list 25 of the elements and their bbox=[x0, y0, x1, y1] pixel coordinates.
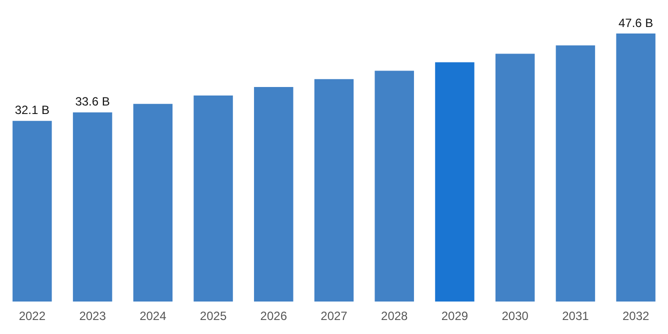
data-label: 33.6 B bbox=[75, 94, 110, 109]
bar bbox=[314, 79, 354, 302]
x-tick-label: 2027 bbox=[320, 309, 348, 324]
bar bbox=[495, 54, 535, 302]
bar bbox=[133, 104, 173, 302]
x-tick-label: 2032 bbox=[622, 309, 650, 324]
bar bbox=[72, 112, 112, 302]
x-tick-label: 2024 bbox=[140, 309, 167, 324]
bar bbox=[616, 34, 656, 302]
data-label: 32.1 B bbox=[14, 103, 50, 118]
bar bbox=[254, 87, 294, 302]
x-tick-label: 2029 bbox=[441, 309, 468, 324]
data-label: 47.6 B bbox=[618, 16, 654, 30]
x-tick-label: 2023 bbox=[79, 309, 106, 324]
x-tick-label: 2025 bbox=[200, 309, 227, 324]
x-tick-label: 2030 bbox=[502, 309, 529, 324]
x-tick-label: 2028 bbox=[381, 309, 408, 324]
bar bbox=[556, 45, 596, 302]
bar bbox=[374, 70, 414, 302]
x-tick-label: 2031 bbox=[562, 309, 590, 324]
bar bbox=[435, 62, 474, 302]
bar bbox=[12, 120, 52, 302]
x-tick-label: 2026 bbox=[260, 309, 288, 324]
x-tick-label: 2022 bbox=[18, 309, 46, 324]
bar bbox=[194, 95, 233, 302]
